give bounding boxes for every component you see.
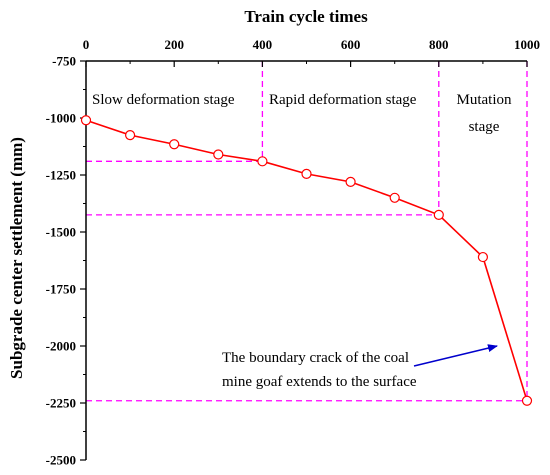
x-axis-ticks: 0 200 400 600 800 1000 xyxy=(83,37,540,67)
series-layer xyxy=(80,115,533,406)
settlement-point xyxy=(521,395,533,406)
y-tick-label: -1500 xyxy=(46,225,76,240)
crack-annotation-line1: The boundary crack of the coal xyxy=(222,350,409,366)
y-tick-label: -1250 xyxy=(46,168,76,183)
x-tick-label: 0 xyxy=(83,37,90,52)
stage-rapid-label: Rapid deformation stage xyxy=(269,92,417,108)
y-axis-label: Subgrade center settlement (mm) xyxy=(7,137,26,379)
x-tick-label: 400 xyxy=(253,37,273,52)
settlement-point xyxy=(433,209,444,220)
settlement-point xyxy=(213,149,224,160)
settlement-point xyxy=(477,251,488,263)
y-tick-label: -1750 xyxy=(46,282,76,297)
y-tick-label: -2500 xyxy=(46,453,76,468)
settlement-point xyxy=(125,130,136,141)
x-axis-label: Train cycle times xyxy=(244,7,368,26)
stage-mutation-label-line2: stage xyxy=(469,119,500,135)
stage-mutation-label-line1: Mutation xyxy=(457,92,512,108)
x-tick-label: 600 xyxy=(341,37,361,52)
y-tick-label: -2250 xyxy=(46,396,76,411)
x-tick-label: 800 xyxy=(429,37,449,52)
settlement-point xyxy=(257,156,268,167)
settlement-point xyxy=(389,192,400,203)
settlement-point xyxy=(345,176,356,187)
reference-lines xyxy=(86,61,528,402)
y-tick-label: -2000 xyxy=(46,339,76,354)
crack-annotation-arrow xyxy=(413,344,498,367)
settlement-point xyxy=(80,115,92,126)
crack-annotation-line2: mine goaf extends to the surface xyxy=(222,374,417,390)
y-axis-ticks: -750 -1000 -1250 -1500 -1750 -2000 -2250 -2500 xyxy=(46,54,86,468)
x-tick-label: 1000 xyxy=(514,37,540,52)
x-tick-label: 200 xyxy=(164,37,184,52)
settlement-point xyxy=(301,168,312,179)
y-tick-label: -1000 xyxy=(46,111,76,126)
stage-slow-label: Slow deformation stage xyxy=(92,92,235,108)
y-tick-label: -750 xyxy=(52,54,76,69)
settlement-point xyxy=(169,139,180,150)
